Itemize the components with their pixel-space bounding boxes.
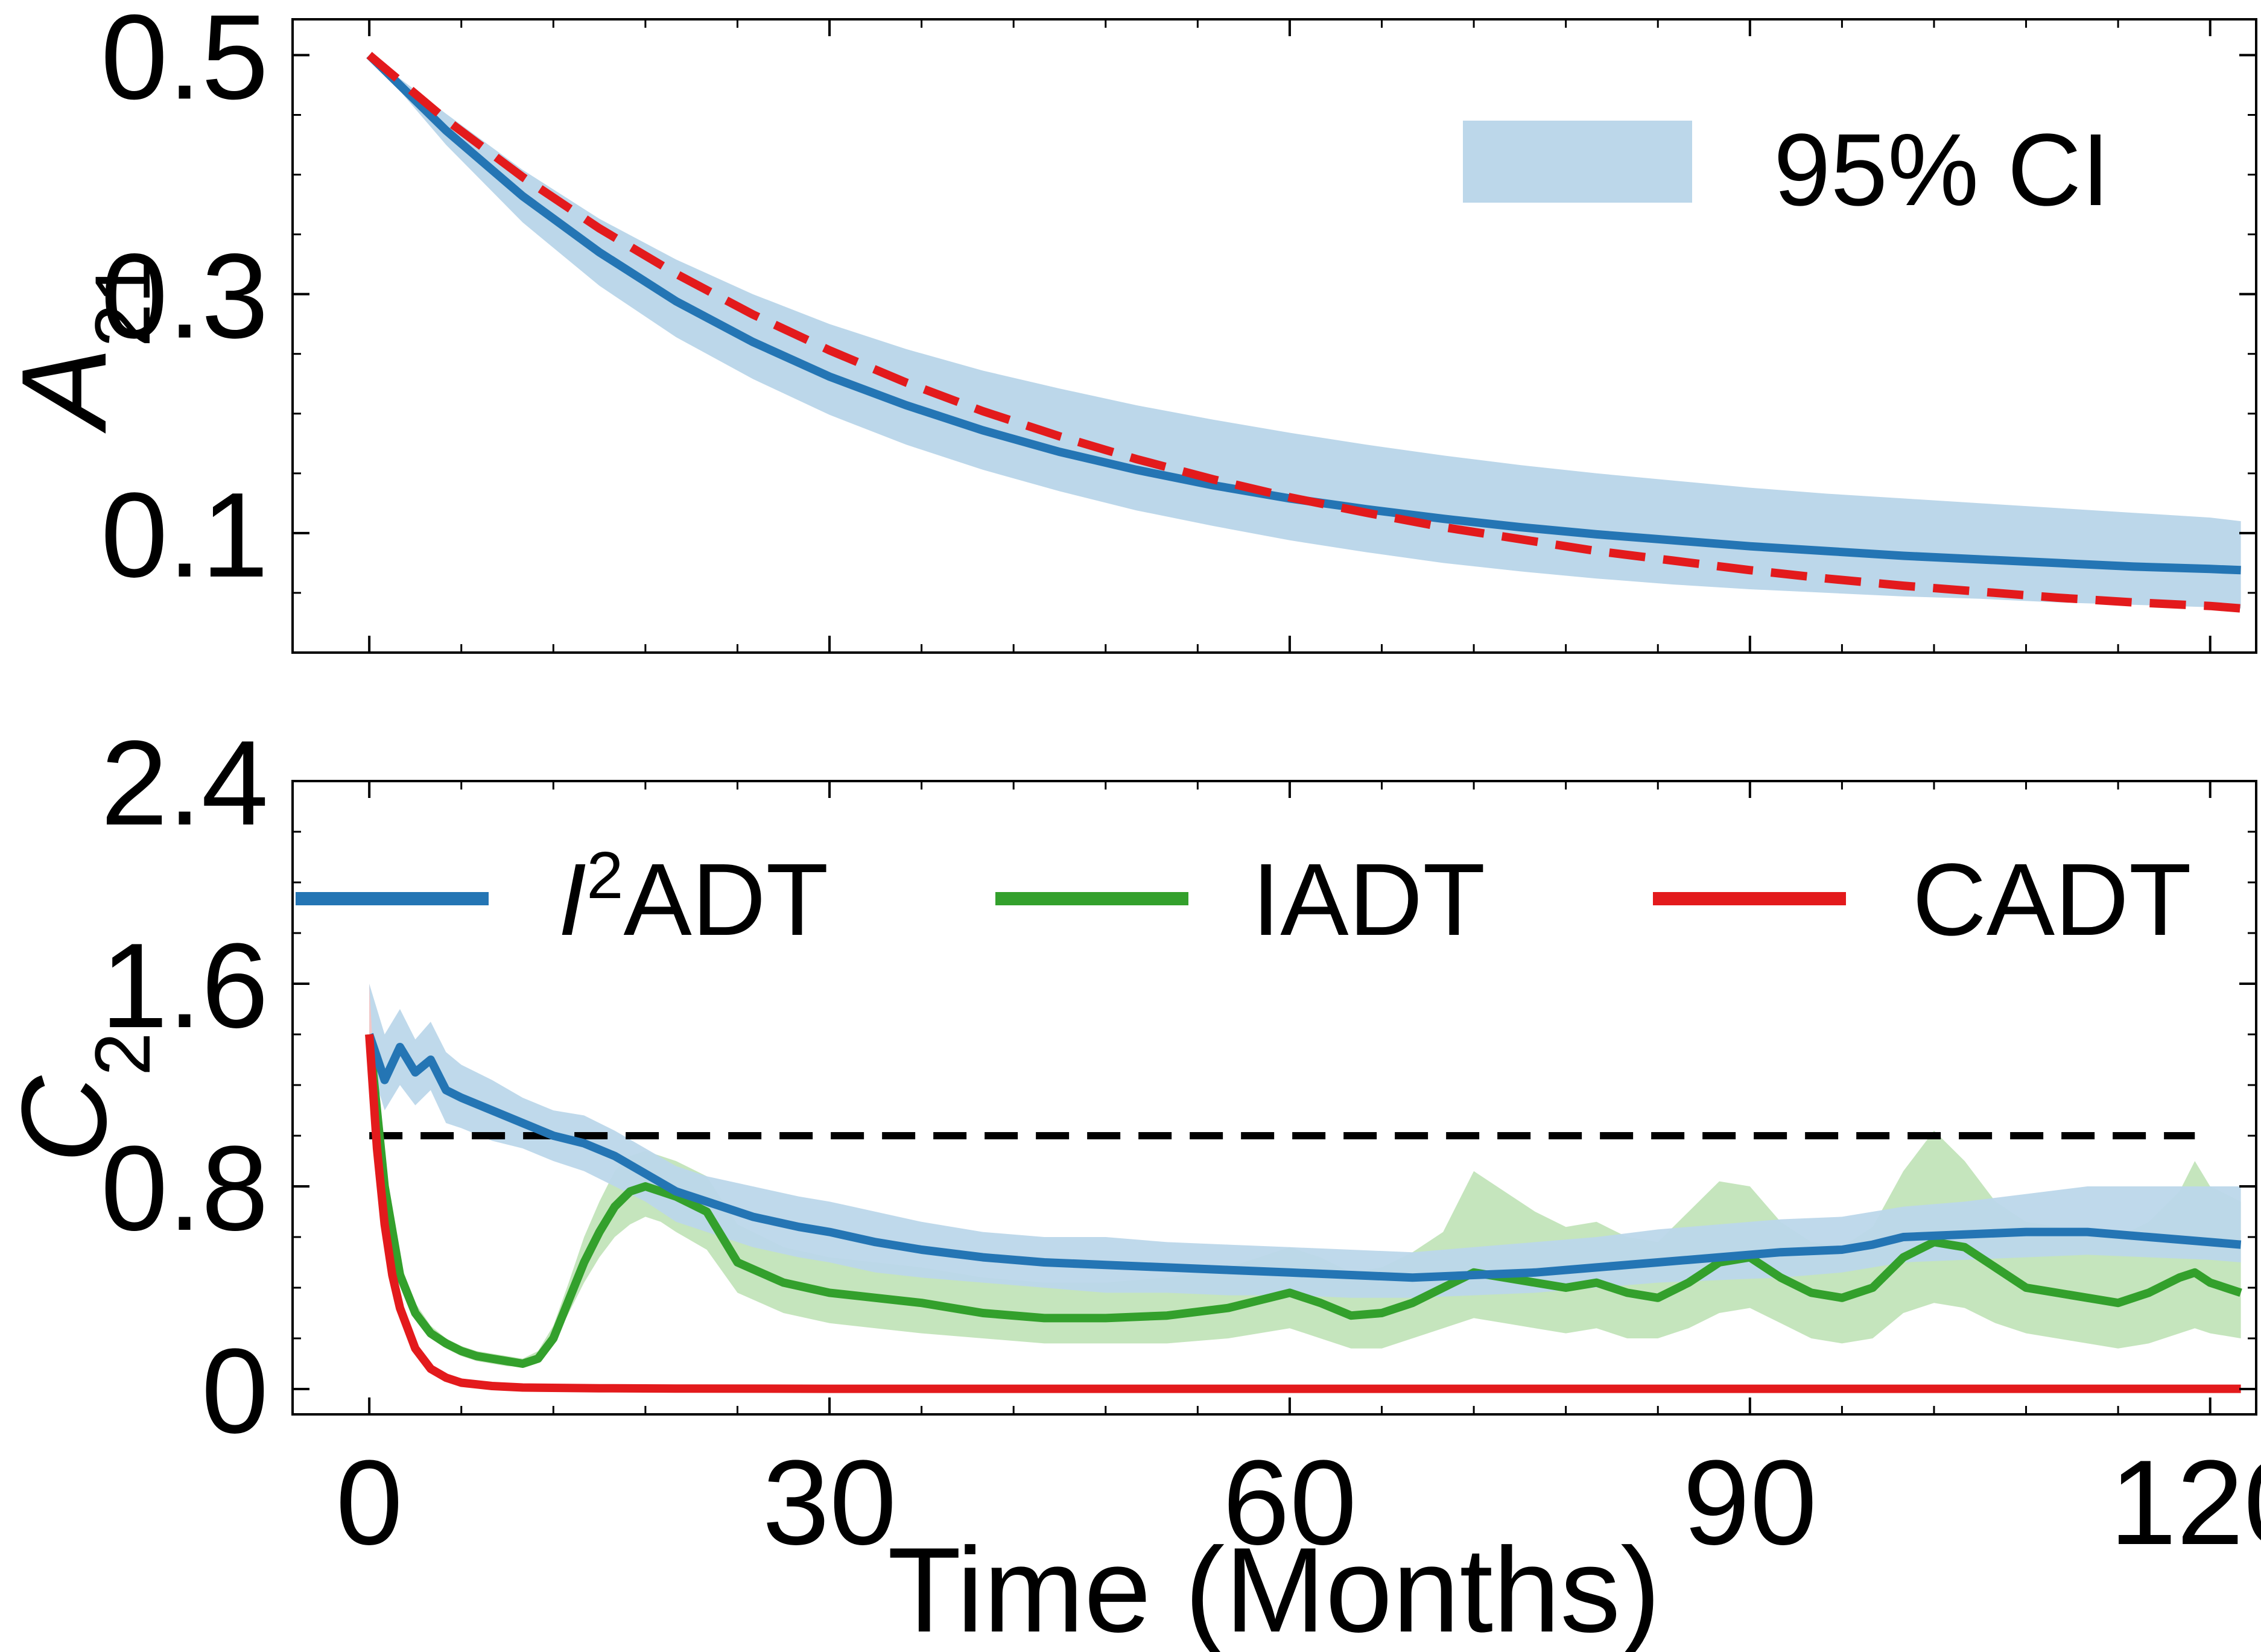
legend-swatch-ci bbox=[1463, 121, 1692, 203]
x-axis-title: Time (Months) bbox=[887, 1523, 1661, 1652]
top-panel: 0.1 0.3 0.5 95% CI A21 bbox=[0, 0, 2257, 654]
legend-label-ci: 95% CI bbox=[1774, 113, 2110, 227]
top-y-tick-label: 0.3 bbox=[101, 229, 268, 364]
top-y-tick-label: 0.5 bbox=[101, 0, 268, 124]
bottom-plot-area bbox=[365, 984, 2242, 1393]
top-ylabel-sub: 21 bbox=[78, 260, 166, 347]
bottom-y-tick-label: 1.6 bbox=[101, 919, 268, 1053]
legend-label-cadt: CADT bbox=[1912, 843, 2192, 957]
series-line-iadt bbox=[365, 1034, 2242, 1368]
bottom-y-tick-label: 0.8 bbox=[101, 1121, 268, 1256]
ci-band-i2adt bbox=[369, 984, 2241, 1298]
legend-label-iadt: IADT bbox=[1252, 843, 1485, 957]
top-plot-area bbox=[366, 52, 2242, 613]
bottom-x-tick-label: 60 bbox=[1223, 1435, 1357, 1570]
bottom-ylabel-base: C bbox=[0, 1075, 132, 1163]
bottom-y-axis-title: C2 bbox=[0, 1033, 166, 1163]
bottom-legend: I2ADT IADT CADT bbox=[296, 838, 2192, 958]
bottom-x-tick-label: 120 bbox=[2110, 1435, 2261, 1570]
top-axes-frame bbox=[291, 18, 2257, 654]
top-legend: 95% CI bbox=[1463, 113, 2110, 227]
legend-label-i2adt: I2ADT bbox=[558, 838, 828, 958]
top-y-axis-title: A21 bbox=[0, 260, 166, 434]
series-line-cadt bbox=[365, 1034, 2241, 1393]
bottom-ylabel-sub: 2 bbox=[78, 1033, 166, 1076]
top-ticks: 0.1 0.3 0.5 bbox=[101, 0, 2256, 654]
bottom-y-tick-label: 2.4 bbox=[101, 716, 268, 850]
bottom-panel: 00.81.62.40306090120 I2ADT IADT CADT C2 … bbox=[0, 716, 2261, 1652]
bottom-x-tick-label: 0 bbox=[336, 1435, 403, 1570]
top-y-tick-label: 0.1 bbox=[101, 468, 268, 603]
series-line-i2adt bbox=[365, 1033, 2242, 1282]
bottom-x-tick-label: 30 bbox=[763, 1435, 896, 1570]
bottom-x-tick-label: 90 bbox=[1683, 1435, 1817, 1570]
top-ylabel-base: A bbox=[0, 347, 132, 434]
top-mean-line bbox=[366, 52, 2241, 575]
bottom-y-tick-label: 0 bbox=[201, 1324, 268, 1458]
bottom-axes-frame bbox=[291, 780, 2257, 1416]
top-reference-line bbox=[366, 52, 2242, 613]
bottom-ticks: 0 0.8 1.6 2.4 0 30 60 90 120 bbox=[101, 716, 2261, 1570]
